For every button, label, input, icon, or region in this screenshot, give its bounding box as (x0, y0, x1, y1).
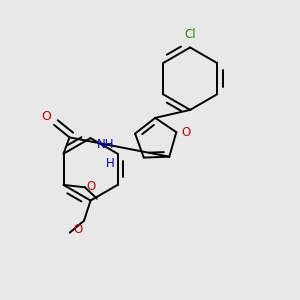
Text: O: O (41, 110, 51, 123)
Text: O: O (86, 180, 96, 193)
Text: O: O (73, 223, 83, 236)
Text: H: H (106, 157, 115, 170)
Text: Cl: Cl (184, 28, 196, 41)
Text: NH: NH (97, 138, 115, 151)
Text: O: O (182, 126, 191, 139)
